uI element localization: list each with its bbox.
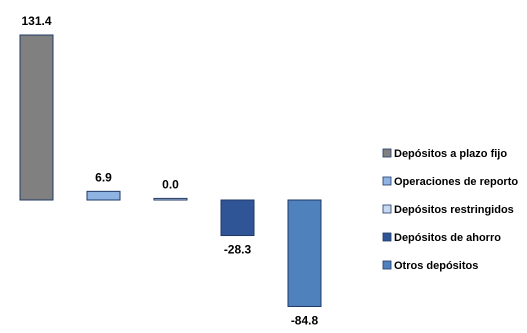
legend-label-3: Depósitos restringidos xyxy=(394,204,514,216)
bars-group xyxy=(19,34,322,307)
legend-swatch-5 xyxy=(382,260,392,270)
data-label-2: 6.9 xyxy=(95,170,112,184)
legend-label-5: Otros depósitos xyxy=(394,260,478,272)
data-label-1: 131.4 xyxy=(21,14,51,28)
data-label-5: -84.8 xyxy=(291,313,319,327)
data-label-4: -28.3 xyxy=(224,243,252,257)
legend-label-1: Depósitos a plazo fijo xyxy=(394,148,507,160)
bar-2 xyxy=(86,190,121,201)
legend-swatch-3 xyxy=(382,204,392,214)
legend-swatch-2 xyxy=(382,176,392,186)
data-label-3: 0.0 xyxy=(162,177,179,191)
legend-label-2: Operaciones de reporto xyxy=(394,176,518,188)
legend-swatch-1 xyxy=(382,148,392,158)
data-labels-group: 131.4 6.9 0.0 -28.3 -84.8 xyxy=(21,14,318,327)
bar-4 xyxy=(220,199,255,237)
legend: Depósitos a plazo fijo Operaciones de rep… xyxy=(382,148,518,272)
bar-1 xyxy=(19,34,54,201)
legend-label-4: Depósitos de ahorro xyxy=(394,232,501,244)
bar-3 xyxy=(153,197,188,201)
legend-swatch-4 xyxy=(382,232,392,242)
bar-5 xyxy=(287,199,322,307)
